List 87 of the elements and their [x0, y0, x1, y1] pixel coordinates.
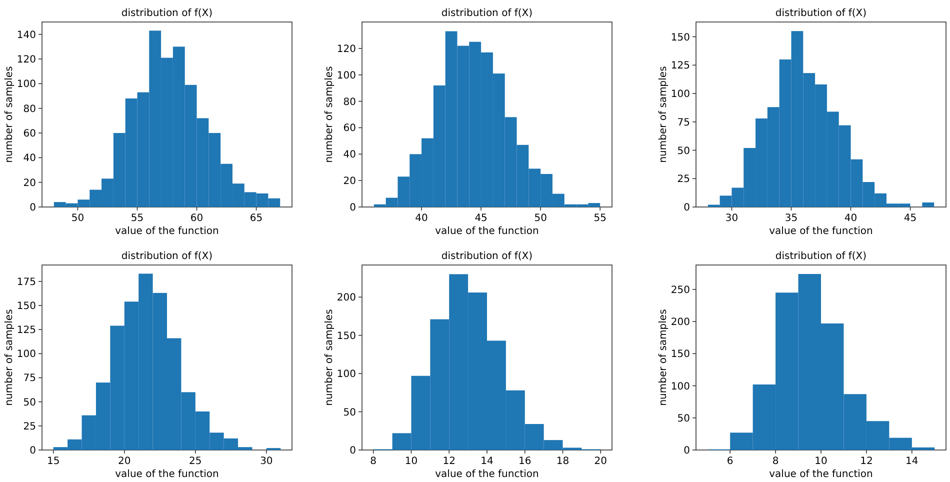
x-tick-label: 35: [784, 213, 798, 224]
y-tick-label: 100: [16, 79, 36, 90]
y-tick-label: 120: [336, 44, 356, 55]
y-axis-title: number of samples: [4, 66, 15, 163]
y-tick-label: 100: [336, 369, 356, 380]
x-tick-label: 40: [844, 213, 858, 224]
y-tick-label: 75: [23, 373, 36, 384]
x-axis-title: value of the function: [115, 226, 219, 237]
x-axis-title: value of the function: [769, 469, 873, 480]
y-tick-label: 0: [684, 446, 690, 456]
x-tick-label: 55: [594, 213, 606, 224]
y-tick-label: 20: [343, 176, 356, 188]
x-tick-label: 15: [46, 456, 60, 467]
x-tick-label: 16: [518, 456, 532, 467]
x-tick-label: 25: [189, 456, 202, 467]
x-tick-label: 18: [556, 456, 570, 467]
x-tick-label: 12: [860, 456, 873, 467]
y-tick-label: 80: [343, 96, 356, 108]
y-tick-label: 60: [23, 128, 36, 140]
x-axis-title: value of the function: [115, 469, 219, 480]
x-tick-label: 8: [370, 456, 377, 467]
x-tick-label: 55: [130, 213, 144, 224]
x-tick-label: 50: [71, 213, 84, 224]
y-tick-label: 150: [336, 330, 356, 342]
x-axis-title: value of the function: [769, 226, 873, 237]
y-tick-label: 0: [30, 446, 36, 456]
y-tick-label: 120: [16, 54, 36, 66]
x-tick-label: 30: [260, 456, 273, 467]
chart-title: distribution of f(X): [775, 251, 867, 262]
y-tick-label: 125: [16, 325, 36, 336]
y-tick-label: 200: [336, 292, 356, 304]
y-axis-title: number of samples: [4, 309, 15, 406]
x-tick-label: 14: [480, 456, 494, 467]
y-tick-label: 150: [670, 32, 690, 44]
y-tick-label: 0: [30, 202, 36, 214]
y-tick-label: 40: [23, 153, 36, 164]
y-tick-label: 80: [23, 104, 36, 115]
y-tick-label: 0: [684, 202, 690, 214]
chart-title: distribution of f(X): [441, 8, 533, 19]
x-tick-label: 60: [190, 213, 204, 224]
x-tick-label: 45: [474, 213, 488, 224]
x-tick-label: 10: [404, 456, 418, 467]
x-tick-label: 65: [250, 213, 263, 224]
x-tick-label: 14: [906, 456, 918, 467]
x-tick-label: 20: [594, 456, 608, 467]
y-axis-title: number of samples: [658, 66, 669, 163]
y-axis-title: number of samples: [324, 66, 335, 163]
x-tick-label: 30: [725, 213, 738, 224]
y-tick-label: 125: [670, 60, 690, 72]
y-axis-title: number of samples: [658, 309, 669, 406]
y-tick-label: 50: [677, 413, 690, 424]
x-tick-label: 20: [118, 456, 131, 467]
y-tick-label: 25: [23, 421, 36, 432]
x-tick-label: 40: [415, 213, 428, 224]
chart-title: distribution of f(X): [441, 251, 533, 262]
chart-title: distribution of f(X): [121, 251, 213, 262]
y-tick-label: 100: [16, 349, 36, 360]
y-tick-label: 40: [343, 150, 356, 161]
y-tick-label: 50: [677, 146, 690, 157]
x-tick-label: 10: [814, 456, 828, 467]
x-tick-label: 45: [904, 213, 917, 224]
y-tick-label: 140: [16, 30, 36, 41]
y-tick-label: 150: [16, 300, 36, 312]
x-tick-label: 12: [442, 456, 456, 467]
y-tick-label: 175: [16, 276, 36, 288]
y-tick-label: 50: [343, 407, 356, 418]
y-tick-label: 0: [350, 446, 356, 456]
y-tick-label: 20: [23, 178, 36, 189]
x-tick-label: 8: [772, 456, 779, 467]
x-tick-label: 6: [726, 456, 734, 467]
x-tick-label: 50: [534, 213, 547, 224]
y-tick-label: 250: [670, 284, 690, 296]
y-axis-title: number of samples: [324, 309, 335, 406]
x-axis-title: value of the function: [435, 226, 539, 237]
y-tick-label: 100: [670, 381, 690, 392]
y-tick-label: 100: [670, 89, 690, 100]
y-tick-label: 75: [677, 117, 690, 128]
x-axis-title: value of the function: [435, 469, 539, 480]
y-tick-label: 200: [670, 317, 690, 328]
y-tick-label: 50: [23, 397, 36, 408]
y-tick-label: 0: [350, 202, 356, 214]
chart-title: distribution of f(X): [121, 8, 213, 19]
chart-title: distribution of f(X): [775, 8, 867, 19]
y-tick-label: 150: [670, 349, 690, 360]
y-tick-label: 100: [336, 70, 356, 82]
y-tick-label: 25: [677, 174, 690, 186]
y-tick-label: 60: [343, 123, 356, 134]
